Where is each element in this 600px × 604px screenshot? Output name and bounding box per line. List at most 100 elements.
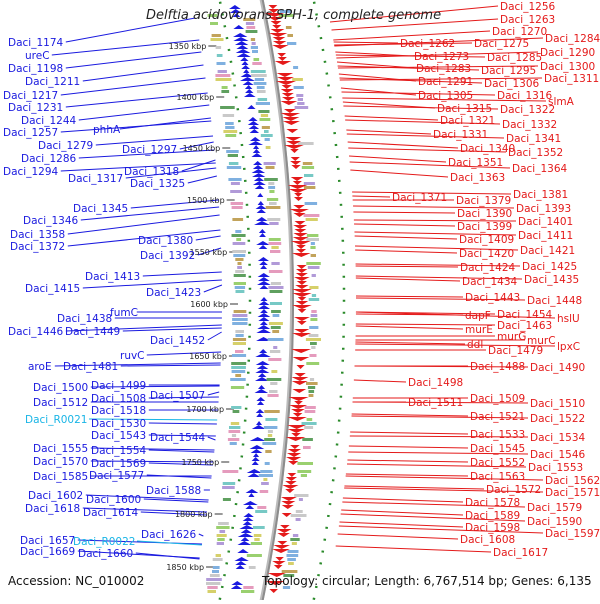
minus-strand-gene xyxy=(236,45,249,49)
right-gene-label: Daci_1425 xyxy=(522,261,577,273)
functional-category-block xyxy=(268,270,283,273)
functional-category-block xyxy=(306,234,319,237)
right-label-connector xyxy=(344,115,439,121)
functional-category-block xyxy=(210,22,218,25)
plus-strand-gene xyxy=(295,301,309,305)
left-label-connector xyxy=(142,271,222,277)
left-gene-label: Daci_1244 xyxy=(21,115,77,127)
outer-tick-track xyxy=(217,0,252,604)
minus-strand-gene xyxy=(252,181,266,185)
right-gene-label: Daci_1521 xyxy=(470,411,525,423)
functional-category-block xyxy=(304,202,318,205)
minus-strand-gene xyxy=(234,41,249,45)
functional-category-block xyxy=(248,566,256,569)
plus-strand-gene xyxy=(272,45,289,49)
functional-category-block xyxy=(231,406,242,409)
left-gene-label: Daci_1657 xyxy=(20,535,75,547)
right-gene-label: murG xyxy=(497,331,526,343)
functional-category-block xyxy=(305,218,318,221)
right-label-connector xyxy=(339,521,464,528)
left-label-connector xyxy=(148,422,217,425)
functional-category-block xyxy=(296,94,304,97)
left-gene-label: Daci_1543 xyxy=(91,430,146,442)
kbp-marker-label: 1700 kbp xyxy=(186,405,224,414)
kbp-marker-label: 1400 kbp xyxy=(176,93,214,102)
left-gene-label: Daci_1318 xyxy=(124,166,179,178)
functional-category-block xyxy=(216,62,226,65)
functional-category-block xyxy=(265,450,272,453)
functional-category-block xyxy=(306,418,313,421)
functional-category-block xyxy=(252,62,262,65)
minus-strand-gene xyxy=(241,61,249,65)
left-gene-label: Daci_1317 xyxy=(68,173,123,185)
functional-category-block xyxy=(235,374,242,377)
minus-strand-gene xyxy=(239,77,256,81)
functional-category-block xyxy=(230,190,242,193)
minus-strand-gene xyxy=(257,193,264,197)
right-label-connector xyxy=(333,30,491,41)
left-label-connector xyxy=(90,447,215,451)
minus-strand-gene xyxy=(242,517,254,521)
functional-category-block xyxy=(287,558,296,561)
functional-category-block xyxy=(304,406,316,409)
left-label-connector xyxy=(51,39,200,56)
left-gene-label: ureC xyxy=(25,50,50,62)
functional-category-block xyxy=(311,274,316,277)
plus-strand-gene xyxy=(274,61,292,65)
functional-category-block xyxy=(231,434,237,437)
functional-category-block xyxy=(227,154,238,157)
minus-strand-gene xyxy=(254,185,265,189)
right-label-connector xyxy=(333,41,399,44)
functional-category-block xyxy=(306,238,319,241)
functional-category-block xyxy=(264,462,270,465)
right-gene-label: murE xyxy=(465,324,493,336)
functional-category-block xyxy=(264,178,278,181)
plus-strand-gene xyxy=(287,185,308,189)
right-gene-label: Daci_1316 xyxy=(497,90,553,102)
functional-category-block xyxy=(231,370,246,373)
plus-strand-gene xyxy=(295,285,309,289)
right-gene-label: Daci_1381 xyxy=(513,189,568,201)
minus-strand-gene xyxy=(260,309,268,313)
plus-strand-gene xyxy=(286,129,299,133)
functional-category-block xyxy=(226,166,242,169)
functional-category-block xyxy=(306,382,318,385)
inner-tick-track xyxy=(311,0,346,604)
right-label-connector xyxy=(335,51,413,57)
minus-strand-gene xyxy=(229,9,242,13)
right-gene-label: Daci_1364 xyxy=(512,163,568,175)
plus-strand-gene xyxy=(291,165,301,169)
right-label-connector xyxy=(354,223,456,227)
functional-category-block xyxy=(215,78,232,81)
kbp-marker-label: 1350 kbp xyxy=(169,42,207,51)
functional-category-block xyxy=(263,426,278,429)
minus-strand-gene xyxy=(257,257,269,261)
plus-strand-gene xyxy=(291,381,308,385)
left-label-connector xyxy=(122,327,222,332)
right-label-connector xyxy=(354,231,517,236)
minus-strand-gene xyxy=(255,409,265,413)
functional-category-block xyxy=(254,78,265,81)
minus-strand-gene xyxy=(255,205,267,209)
minus-strand-gene xyxy=(256,209,267,213)
left-label-connector xyxy=(136,540,202,546)
right-gene-label: Daci_1311 xyxy=(544,73,599,85)
left-gene-label: Daci_1544 xyxy=(150,432,206,444)
functional-category-block xyxy=(304,410,316,413)
minus-strand-gene xyxy=(257,273,270,277)
minus-strand-gene xyxy=(256,329,272,333)
functional-category-block xyxy=(272,330,280,333)
functional-category-block xyxy=(230,182,240,185)
functional-category-block xyxy=(306,262,321,265)
right-label-connector xyxy=(338,525,544,534)
right-gene-label: Daci_1490 xyxy=(530,362,585,374)
functional-category-block xyxy=(266,378,282,381)
plus-strand-gene xyxy=(291,241,311,245)
plus-strand-gene xyxy=(281,513,292,517)
plus-strand-gene xyxy=(294,229,307,233)
functional-category-block xyxy=(263,478,268,481)
functional-category-block xyxy=(311,310,317,313)
right-gene-label: Daci_1401 xyxy=(518,216,573,228)
functional-category-block xyxy=(298,498,303,501)
minus-strand-gene xyxy=(251,169,266,173)
